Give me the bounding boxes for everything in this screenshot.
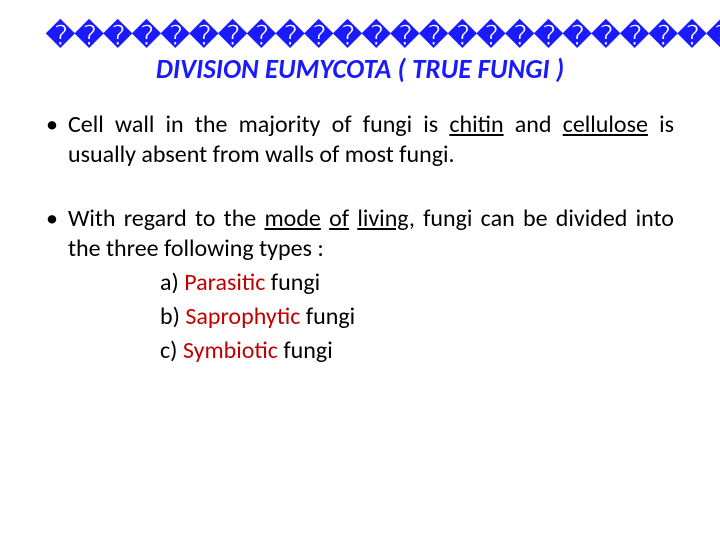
sub-item: c) Symbiotic fungi bbox=[160, 336, 674, 366]
underlined-term: of bbox=[329, 204, 349, 233]
sub-accent: Saprophytic bbox=[185, 302, 300, 331]
sub-accent: Parasitic bbox=[184, 268, 265, 297]
title-topline: ������������������������ bbox=[46, 18, 674, 53]
underlined-term: chitin bbox=[449, 110, 503, 139]
title-subtitle: DIVISION EUMYCOTA ( TRUE FUNGI ) bbox=[46, 53, 674, 86]
text-run bbox=[321, 204, 329, 233]
sub-accent: Symbiotic bbox=[183, 336, 278, 365]
sub-label: c) bbox=[160, 336, 183, 365]
bullet-item: • With regard to the mode of living, fun… bbox=[46, 204, 674, 264]
bullet-text: Cell wall in the majority of fungi is ch… bbox=[68, 110, 674, 170]
bullet-item: • Cell wall in the majority of fungi is … bbox=[46, 110, 674, 170]
underlined-term: living bbox=[357, 204, 409, 233]
underlined-term: mode bbox=[264, 204, 320, 233]
sub-rest: fungi bbox=[278, 336, 333, 365]
bullet-marker: • bbox=[46, 110, 68, 170]
sub-label: b) bbox=[160, 302, 185, 331]
text-run: With regard to the bbox=[68, 204, 264, 233]
bullet-list: • Cell wall in the majority of fungi is … bbox=[46, 110, 674, 366]
bullet-marker: • bbox=[46, 204, 68, 264]
text-run: and bbox=[504, 110, 563, 139]
sub-rest: fungi bbox=[265, 268, 320, 297]
text-run: Cell wall in the majority of fungi is bbox=[68, 110, 449, 139]
sub-list: a) Parasitic fungi b) Saprophytic fungi … bbox=[160, 268, 674, 366]
underlined-term: cellulose bbox=[563, 110, 648, 139]
sub-item: b) Saprophytic fungi bbox=[160, 302, 674, 332]
sub-label: a) bbox=[160, 268, 184, 297]
bullet-text: With regard to the mode of living, fungi… bbox=[68, 204, 674, 264]
slide: ������������������������ DIVISION EUMYCO… bbox=[0, 0, 720, 540]
title-block: ������������������������ DIVISION EUMYCO… bbox=[46, 18, 674, 86]
sub-rest: fungi bbox=[300, 302, 355, 331]
sub-item: a) Parasitic fungi bbox=[160, 268, 674, 298]
